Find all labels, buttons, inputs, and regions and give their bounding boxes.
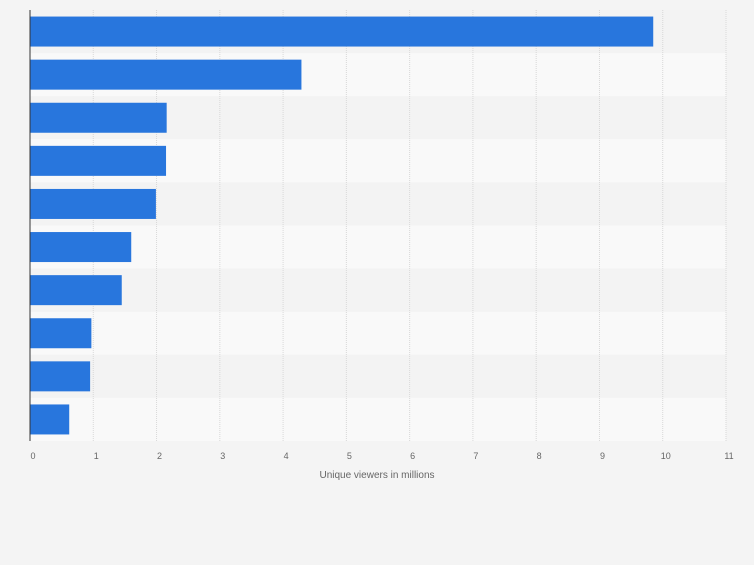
bar [30, 59, 302, 90]
bar [30, 318, 92, 349]
bar [30, 232, 132, 263]
x-tick-label: 2 [157, 451, 162, 461]
bar [30, 188, 156, 219]
x-axis-title: Unique viewers in millions [319, 470, 434, 481]
row-band [30, 311, 726, 355]
x-tick-label: 4 [284, 451, 289, 461]
x-tick-label: 1 [94, 451, 99, 461]
bar [30, 102, 167, 133]
row-band [30, 354, 726, 398]
bar [30, 275, 122, 306]
bar [30, 361, 91, 392]
x-tick-label: 3 [220, 451, 225, 461]
x-tick-label: 7 [473, 451, 478, 461]
x-tick-label: 6 [410, 451, 415, 461]
row-band [30, 397, 726, 441]
x-tick-label: 10 [661, 451, 671, 461]
bar [30, 404, 70, 435]
bar [30, 16, 654, 47]
x-tick-label: 0 [30, 451, 35, 461]
x-tick-label: 9 [600, 451, 605, 461]
row-band [30, 268, 726, 312]
x-tick-label: 11 [724, 451, 733, 461]
x-tick-label: 8 [537, 451, 542, 461]
row-band [30, 225, 726, 269]
bar [30, 145, 167, 176]
x-tick-label: 5 [347, 451, 352, 461]
